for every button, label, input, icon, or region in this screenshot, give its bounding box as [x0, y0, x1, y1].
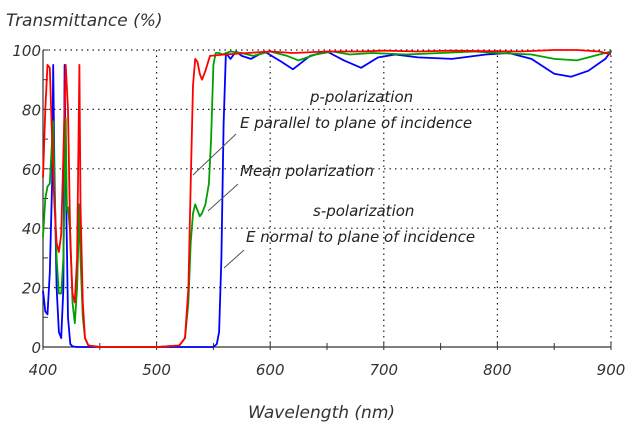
x-tick-label: 800	[483, 361, 512, 379]
x-tick-label: 600	[256, 361, 285, 379]
y-tick-label: 40	[22, 220, 41, 238]
annotation-leaders	[192, 133, 245, 269]
leader-line-mean	[207, 183, 239, 212]
annotation-e-parallel: E parallel to plane of incidence	[240, 114, 472, 132]
leader-line-s	[223, 249, 245, 269]
y-tick-label: 0	[31, 339, 41, 357]
annotation-e-normal: E normal to plane of incidence	[246, 228, 475, 246]
x-axis-label: Wavelength (nm)	[248, 403, 395, 423]
grid	[43, 49, 612, 347]
y-tick-label: 100	[12, 42, 41, 60]
x-tick-label: 700	[369, 361, 398, 379]
tick-labels: 0 20 40 60 80 100 400 500 600 700 800 900	[12, 42, 625, 379]
y-tick-label: 60	[22, 161, 41, 179]
chart-title: Transmittance (%)	[6, 11, 163, 31]
series-line-mean-polarization	[42, 50, 612, 348]
x-tick-label: 500	[142, 361, 171, 379]
series-group	[42, 49, 612, 348]
annotation-s-polarization: s-polarization	[313, 202, 414, 220]
y-tick-label: 20	[22, 280, 41, 298]
series-line-p-polarization	[42, 49, 612, 348]
annotation-mean-polarization: Mean polarization	[240, 162, 374, 180]
y-tick-label: 80	[22, 101, 41, 119]
x-tick-label: 900	[597, 361, 626, 379]
leader-line-p	[192, 133, 237, 176]
x-tick-label: 400	[29, 361, 58, 379]
annotation-p-polarization: p-polarization	[309, 88, 413, 106]
